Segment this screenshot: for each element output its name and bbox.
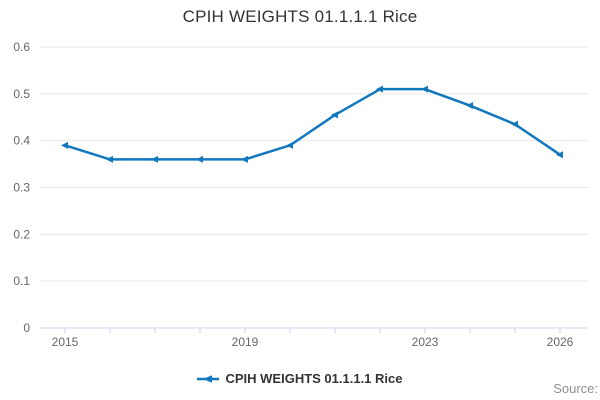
- data-point-marker: [421, 85, 428, 93]
- y-axis-label: 0.2: [13, 227, 30, 241]
- data-point-marker: [376, 85, 383, 93]
- legend-series-marker-icon: [197, 374, 220, 383]
- x-axis-label: 2019: [232, 335, 259, 349]
- legend-item[interactable]: CPIH WEIGHTS 01.1.1.1 Rice: [0, 371, 600, 386]
- x-axis-label: 2015: [52, 335, 79, 349]
- y-axis-label: 0.3: [13, 181, 30, 195]
- x-axis-label: 2026: [547, 335, 574, 349]
- legend-series-label: CPIH WEIGHTS 01.1.1.1 Rice: [225, 371, 403, 386]
- source-label: Source:: [553, 381, 598, 396]
- data-point-marker: [196, 155, 203, 163]
- data-point-marker: [241, 155, 248, 163]
- data-point-marker: [511, 120, 518, 128]
- data-point-marker: [286, 141, 293, 149]
- x-axis-label: 2023: [412, 335, 439, 349]
- data-point-marker: [61, 141, 68, 149]
- data-point-marker: [466, 102, 473, 110]
- chart-title: CPIH WEIGHTS 01.1.1.1 Rice: [182, 7, 418, 26]
- data-point-marker: [556, 151, 563, 159]
- y-axis-label: 0.5: [13, 87, 30, 101]
- y-axis-label: 0.1: [13, 274, 30, 288]
- y-axis-label: 0.4: [13, 134, 30, 148]
- data-point-marker: [331, 111, 338, 119]
- y-axis-label: 0: [23, 321, 30, 335]
- data-point-marker: [106, 155, 113, 163]
- data-point-marker: [151, 155, 158, 163]
- series-line: [63, 87, 562, 161]
- y-axis-label: 0.6: [13, 40, 30, 54]
